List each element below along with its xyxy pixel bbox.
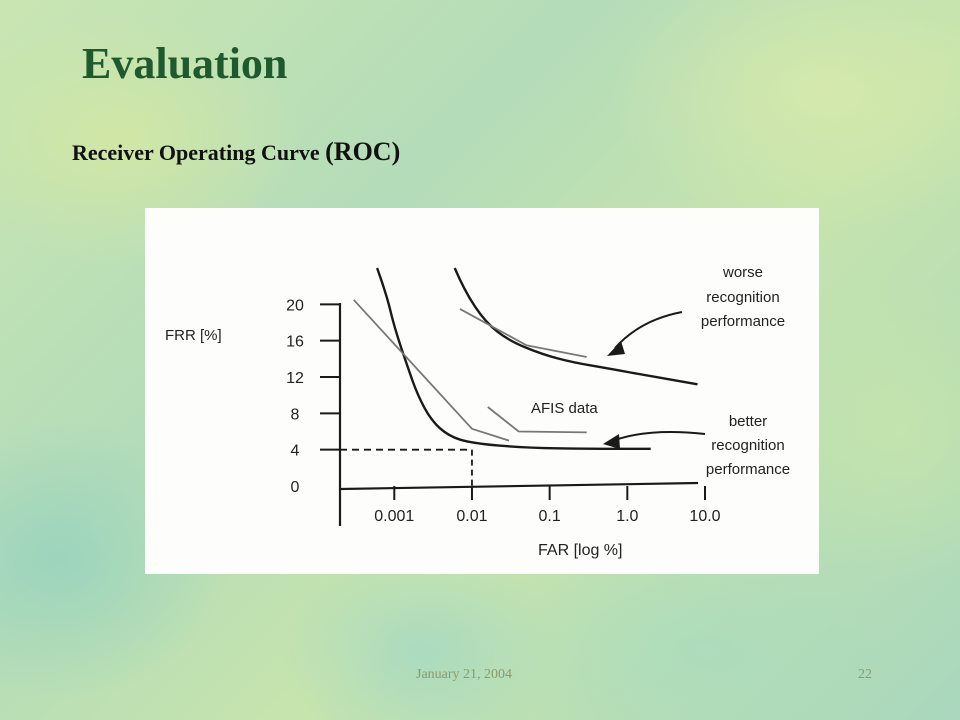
roc-chart: 0 4 8 12 16 20 0.001 0.01 0.1 1.0 10.0 FRR [%] FAR… (165, 264, 790, 559)
afis-data-line (459, 308, 587, 358)
annotation-better-line-3: performance (706, 461, 790, 478)
roc-curve-line (453, 267, 698, 386)
y-tick-label: 8 (291, 406, 300, 423)
subtitle-abbreviation: (ROC) (325, 137, 401, 166)
better-arrowhead-icon (603, 434, 620, 449)
worse-arrow-shaft (614, 311, 683, 349)
annotation-worse-line-2: recognition (706, 289, 779, 306)
xlabel: FAR [log %] (538, 542, 622, 559)
x-tick-label: 0.1 (539, 508, 561, 525)
chart-reference-lines (340, 448, 473, 486)
annotation-better-line-1: better (729, 413, 767, 430)
chart-annotations: FRR [%] FAR [log %] worse recognition pe… (165, 264, 790, 559)
slide-title: Evaluation (82, 39, 288, 88)
afis-data-line (353, 299, 510, 442)
x-tick-label: 0.001 (374, 508, 414, 525)
annotation-afis-data: AFIS data (531, 400, 598, 417)
ylabel: FRR [%] (165, 327, 222, 344)
x-tick-label: 10.0 (689, 508, 720, 525)
chart-ticks: 0 4 8 12 16 20 0.001 0.01 0.1 1.0 10.0 (286, 297, 721, 525)
better-arrow-shaft (614, 431, 706, 441)
chart-series (353, 267, 698, 450)
annotation-better-line-2: recognition (711, 437, 784, 454)
annotation-worse-line-1: worse (722, 264, 763, 281)
y-tick-label: 0 (291, 479, 300, 496)
page-number: 22 (858, 667, 872, 682)
slide-subtitle: Receiver Operating Curve (ROC) (72, 137, 400, 167)
subtitle-main: Receiver Operating Curve (72, 140, 326, 165)
x-tick-label: 0.01 (456, 508, 487, 525)
x-tick-label: 1.0 (616, 508, 638, 525)
worse-arrowhead-icon (607, 341, 625, 356)
afis-data-line (487, 406, 587, 434)
y-tick-label: 12 (286, 370, 304, 387)
roc-figure: 0 4 8 12 16 20 0.001 0.01 0.1 1.0 10.0 FRR [%] FAR… (145, 208, 819, 574)
annotation-worse-line-3: performance (701, 313, 785, 330)
y-tick-label: 16 (286, 334, 304, 351)
y-tick-label: 4 (291, 443, 300, 460)
roc-curve-line (375, 267, 651, 450)
y-tick-label: 20 (286, 297, 304, 314)
x-axis-line (339, 481, 699, 491)
footer-date: January 21, 2004 (416, 667, 513, 682)
